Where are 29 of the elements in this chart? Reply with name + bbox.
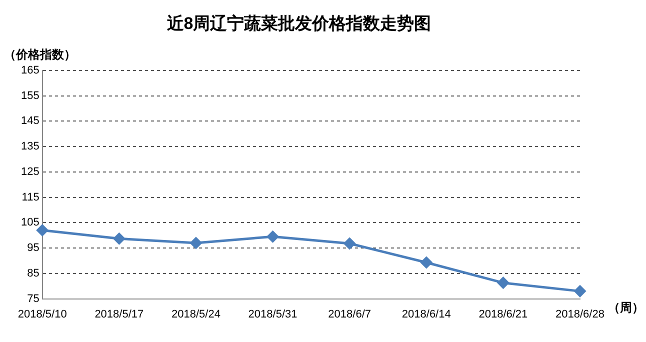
point xyxy=(344,238,356,250)
point xyxy=(574,285,586,297)
x-axis-title: （周） xyxy=(608,300,644,314)
chart-title: 近8周辽宁蔬菜批发价格指数走势图 xyxy=(166,14,432,33)
x-tick-label: 2018/6/28 xyxy=(556,308,604,320)
x-tick-label: 2018/6/14 xyxy=(402,308,451,320)
x-tick-label: 2018/6/21 xyxy=(478,308,528,320)
point xyxy=(267,230,279,242)
y-axis-title: （价格指数） xyxy=(4,47,76,62)
point xyxy=(190,237,202,249)
y-tick-label: 75 xyxy=(27,292,40,305)
x-tick-label: 2018/5/31 xyxy=(248,308,298,320)
y-tick-label: 135 xyxy=(20,140,40,153)
x-tick-label: 2018/5/24 xyxy=(172,308,220,320)
y-tick-label: 165 xyxy=(20,64,40,76)
y-tick-label: 115 xyxy=(22,191,40,204)
y-tick-label: 145 xyxy=(20,115,40,128)
point xyxy=(420,256,432,268)
x-tick-label: 2018/6/7 xyxy=(328,308,371,320)
y-tick-label: 105 xyxy=(20,216,40,229)
point xyxy=(36,224,48,236)
x-tick-label: 2018/5/10 xyxy=(18,308,67,320)
y-tick-label: 95 xyxy=(27,242,40,254)
x-tick-label: 2018/5/17 xyxy=(94,308,144,320)
y-tick-label: 125 xyxy=(20,166,40,178)
point xyxy=(497,277,509,289)
point xyxy=(113,232,125,244)
y-tick-label: 85 xyxy=(27,267,40,280)
y-tick-label: 155 xyxy=(20,90,40,102)
